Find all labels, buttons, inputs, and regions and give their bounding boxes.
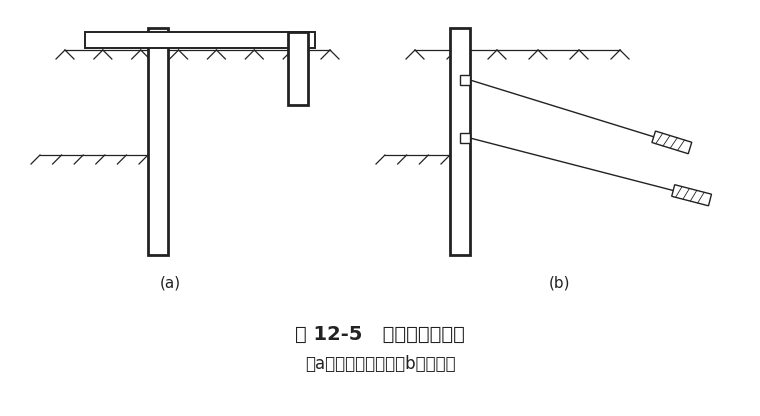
- Text: （a）地面拉锁式；（b）锁杆式: （a）地面拉锁式；（b）锁杆式: [305, 355, 455, 373]
- Polygon shape: [652, 131, 692, 154]
- Bar: [148, 28, 168, 255]
- Text: (b): (b): [549, 275, 571, 290]
- Bar: [288, 32, 308, 105]
- Bar: [460, 133, 470, 143]
- Bar: [85, 32, 315, 48]
- Bar: [460, 75, 470, 85]
- Polygon shape: [672, 185, 711, 206]
- Bar: [450, 28, 470, 255]
- Text: 图 12-5   拉锁式支护结构: 图 12-5 拉锁式支护结构: [295, 325, 465, 344]
- Text: (a): (a): [160, 275, 181, 290]
